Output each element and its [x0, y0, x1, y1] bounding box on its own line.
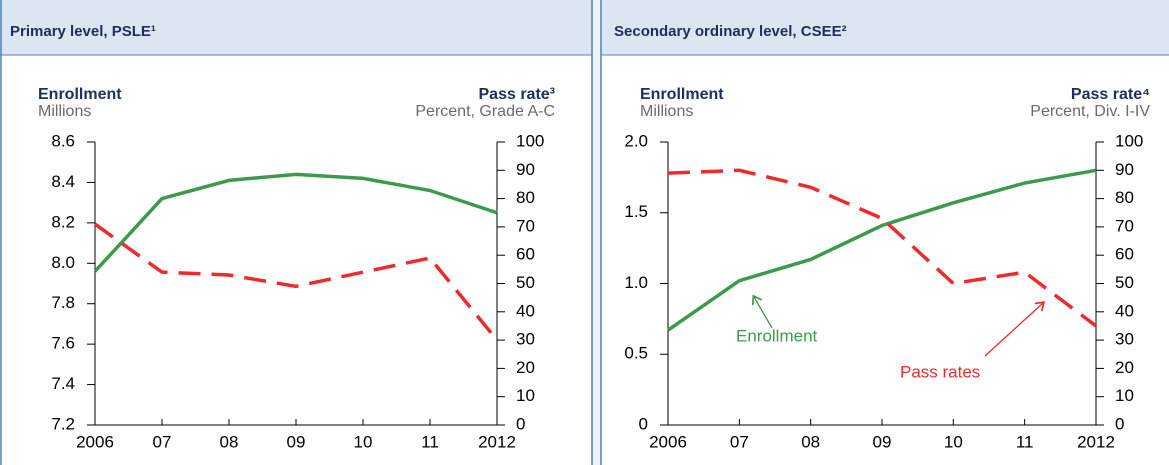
x-tick-label: 2012: [478, 432, 516, 451]
y2-tick-label: 80: [1115, 188, 1134, 207]
y2-tick-label: 100: [1115, 131, 1143, 150]
y-tick-label: 8.0: [51, 253, 75, 272]
series-line: [667, 168, 1097, 332]
y-tick-label: 7.2: [51, 414, 75, 433]
y2-tick-label: 10: [516, 386, 535, 405]
y2-tick-label: 0: [1115, 414, 1124, 433]
y-tick-label: 7.8: [51, 293, 75, 312]
panel-title: Primary level, PSLE¹: [10, 23, 156, 40]
y2-tick-label: 90: [516, 160, 535, 179]
y-axis-label: Enrollment: [38, 86, 122, 103]
y-tick-label: 8.2: [51, 212, 75, 231]
y2-tick-label: 50: [1115, 273, 1134, 292]
y-tick-label: 1.0: [624, 273, 648, 292]
y2-tick-label: 90: [1115, 160, 1134, 179]
y2-tick-label: 50: [516, 273, 535, 292]
y2-tick-label: 0: [516, 414, 525, 433]
y2-tick-label: 40: [516, 301, 535, 320]
y-tick-label: 0.5: [624, 344, 648, 363]
y2-axis-units: Percent, Grade A-C: [415, 103, 555, 120]
x-tick-label: 07: [730, 432, 749, 451]
y2-axis-label: Pass rate³: [479, 86, 556, 103]
y2-tick-label: 80: [516, 188, 535, 207]
x-tick-label: 2006: [76, 432, 114, 451]
y-axis-label: Enrollment: [640, 86, 724, 103]
series-line: [93, 172, 498, 273]
x-tick-label: 07: [153, 432, 172, 451]
annotation-arrow: [754, 297, 773, 329]
y2-tick-label: 20: [1115, 358, 1134, 377]
y2-tick-label: 30: [1115, 330, 1134, 349]
y-axis-units: Millions: [640, 103, 693, 120]
y2-tick-label: 70: [516, 216, 535, 235]
y-tick-label: 7.4: [51, 374, 75, 393]
y-tick-label: 7.6: [51, 334, 75, 353]
y2-tick-label: 70: [1115, 216, 1134, 235]
y-tick-label: 1.5: [624, 202, 648, 221]
y2-tick-label: 100: [516, 131, 544, 150]
annotation: Pass rates: [900, 362, 980, 381]
y2-tick-label: 10: [1115, 386, 1134, 405]
y2-tick-label: 60: [516, 245, 535, 264]
panel-header: [601, 0, 1169, 55]
x-tick-label: 2006: [649, 432, 687, 451]
x-tick-label: 09: [873, 432, 892, 451]
y2-tick-label: 20: [516, 358, 535, 377]
annotation: Enrollment: [736, 326, 818, 345]
panel-header: [0, 0, 592, 55]
y2-tick-label: 60: [1115, 245, 1134, 264]
panel-title: Secondary ordinary level, CSEE²: [614, 23, 847, 40]
x-tick-label: 08: [220, 432, 239, 451]
y2-tick-label: 40: [1115, 301, 1134, 320]
x-tick-label: 10: [354, 432, 373, 451]
y2-axis-label: Pass rate⁴: [1071, 86, 1150, 103]
x-tick-label: 08: [801, 432, 820, 451]
x-tick-label: 11: [421, 432, 439, 451]
series-line: [667, 168, 1098, 328]
panel-gap: [592, 0, 601, 465]
y2-tick-label: 30: [516, 330, 535, 349]
annotation-arrow: [984, 303, 1043, 357]
y-tick-label: 8.4: [51, 172, 75, 191]
x-tick-label: 10: [944, 432, 963, 451]
y-axis-units: Millions: [38, 103, 91, 120]
x-tick-label: 2012: [1077, 432, 1115, 451]
y-tick-label: 8.6: [51, 131, 75, 150]
y-tick-label: 0: [639, 414, 648, 433]
series-line: [93, 222, 499, 342]
x-tick-label: 09: [287, 432, 306, 451]
y-tick-label: 2.0: [624, 131, 648, 150]
y2-axis-units: Percent, Div. I-IV: [1030, 103, 1150, 120]
x-tick-label: 11: [1016, 432, 1034, 451]
